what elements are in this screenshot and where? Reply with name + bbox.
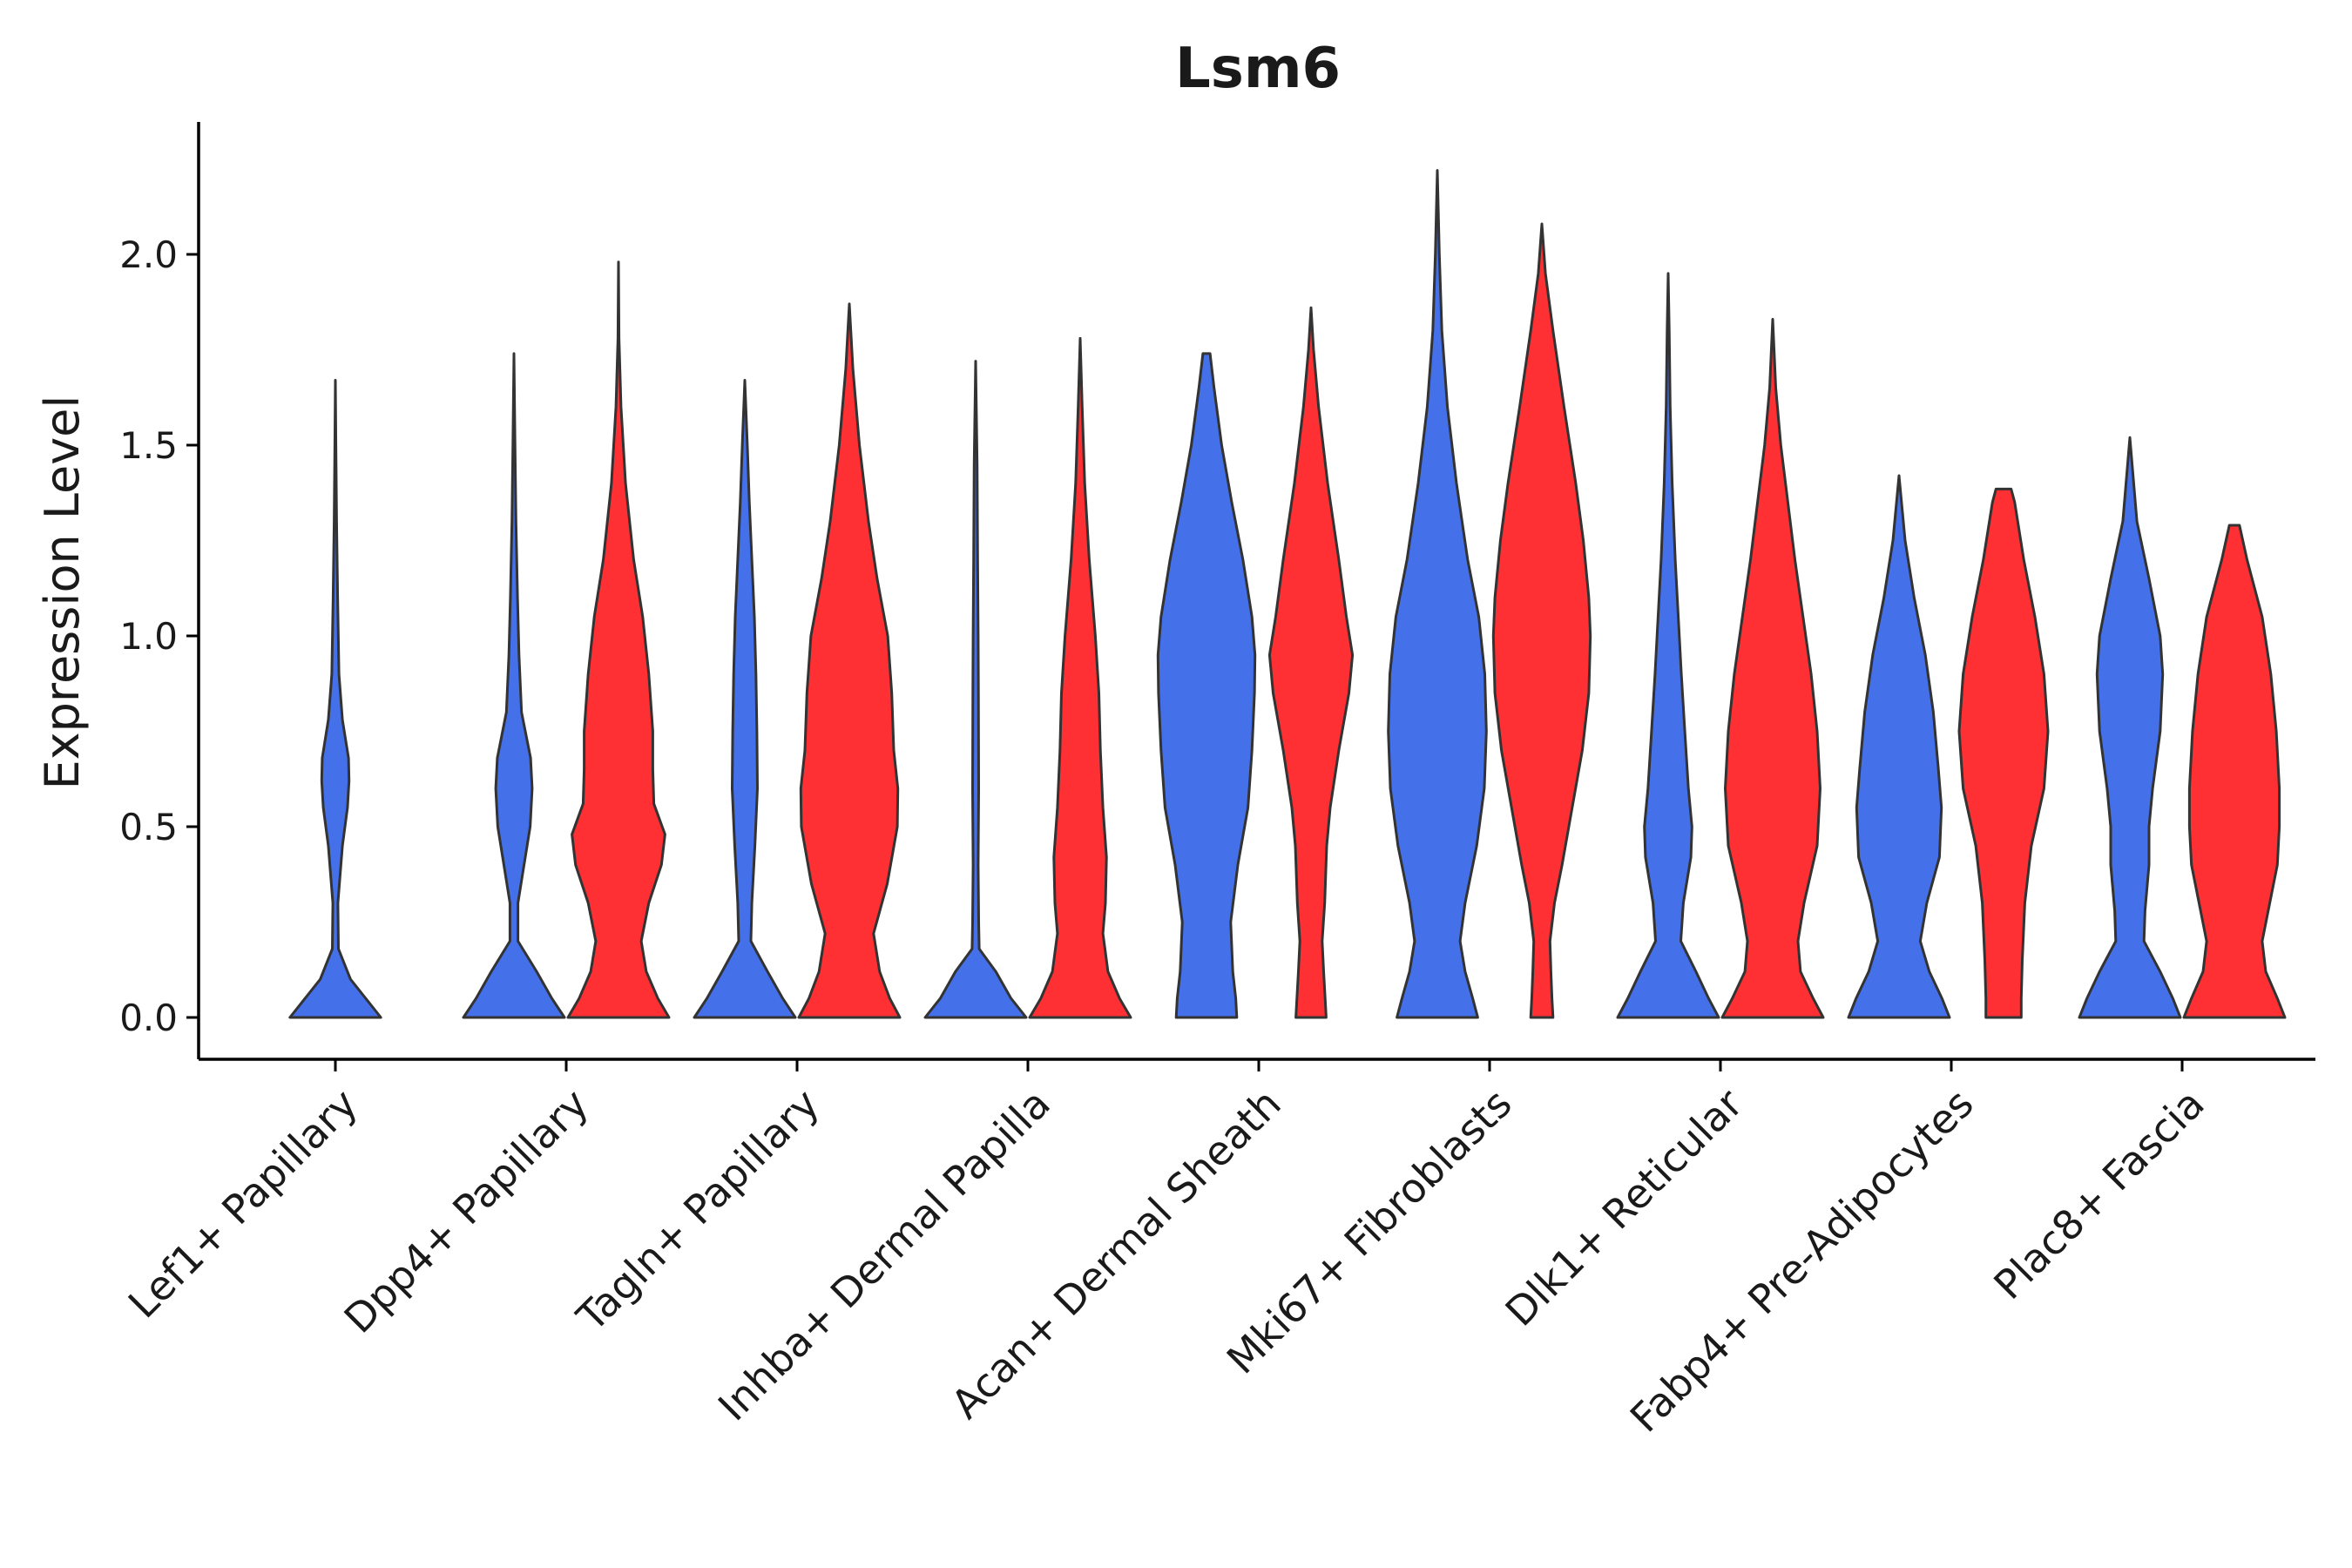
violin-group-blue-9 [2078,436,2182,1019]
violin-group-red-6 [1491,222,1592,1019]
y-tick-label: 2.0 [119,233,178,276]
x-tick-label: Dpp4+ Papillary [335,1080,598,1342]
violin-group-blue-2 [462,352,566,1019]
violin-group-red-3 [797,302,902,1019]
violin-group-red-5 [1267,306,1355,1019]
x-tick-label: Tagln+ Papillary [567,1080,828,1342]
violin-layer [288,169,2287,1019]
axes-layer [197,122,2315,1061]
violin-group-red-8 [1957,487,2050,1019]
violin-group-blue-4 [923,360,1028,1019]
violin-group-red-9 [2182,524,2287,1019]
violin-group-red-2 [566,260,671,1019]
y-axis-title: Expression Level [35,395,90,790]
violin-group-blue-5 [1156,352,1257,1019]
violin-group-red-7 [1720,318,1825,1019]
y-tick-label: 0.5 [119,806,178,848]
y-ticks: 0.0 0.5 1.0 1.5 2.0 [119,233,199,1039]
y-tick-label: 1.5 [119,424,178,467]
violin-group-red-4 [1028,336,1132,1019]
x-tick-label: Lef1+ Papillary [119,1080,367,1328]
x-tick-label: Dlk1+ Reticular [1497,1080,1752,1335]
violin-group-blue-6 [1387,169,1488,1019]
violin-group-blue-1 [288,379,382,1019]
chart-title: Lsm6 [1175,37,1341,101]
y-tick-label: 1.0 [119,615,178,658]
violin-group-blue-7 [1616,272,1720,1019]
y-tick-label: 0.0 [119,997,178,1039]
x-tick-label: Plac8+ Fascia [1984,1080,2213,1308]
violin-group-blue-8 [1847,474,1951,1019]
violin-group-blue-3 [693,379,797,1019]
